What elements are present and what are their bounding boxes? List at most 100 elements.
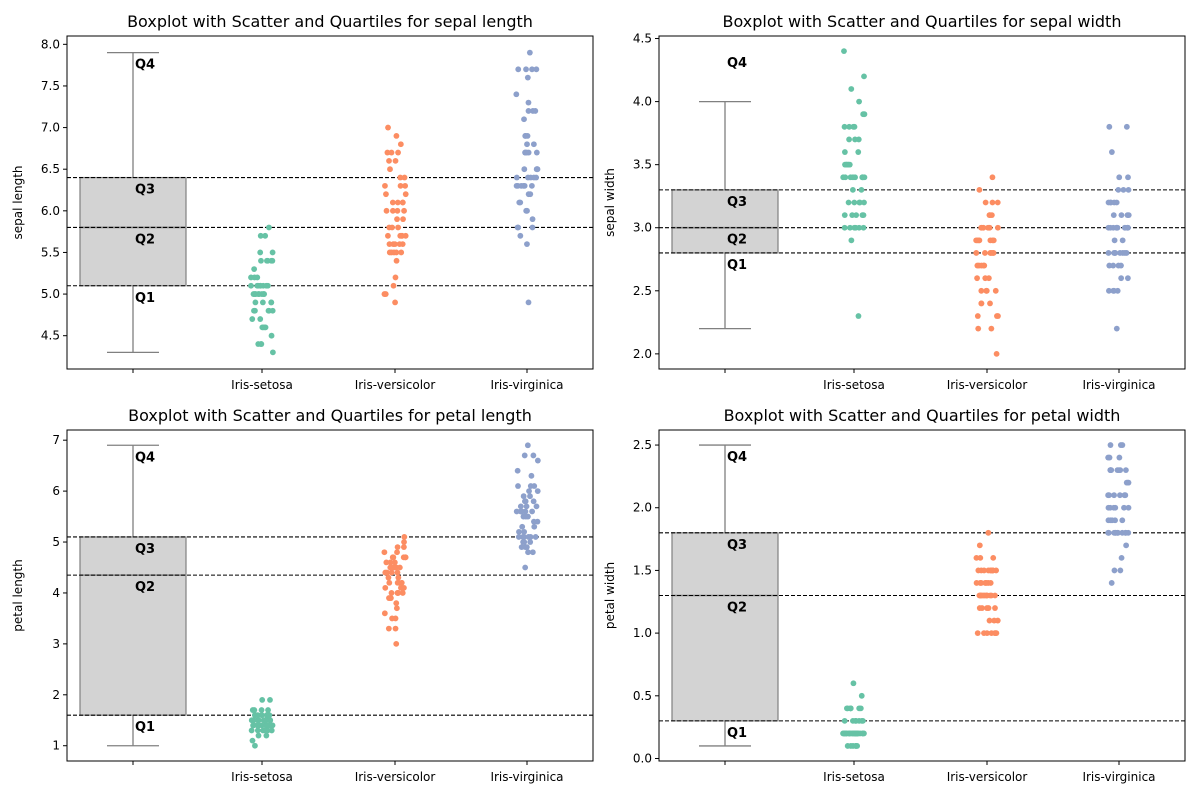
data-point [1106,287,1112,294]
data-point [1108,580,1115,586]
data-point [1118,262,1124,269]
data-point [266,224,272,231]
data-point [401,584,407,591]
data-point [847,224,853,231]
data-point [523,207,530,214]
data-point [529,216,536,223]
data-point [267,696,273,703]
data-point [847,174,854,181]
data-point [982,250,988,256]
data-point [974,313,981,319]
data-point [979,592,986,599]
data-point [855,313,862,319]
data-point [849,186,856,193]
data-point [521,452,528,459]
data-point [1112,529,1119,536]
data-point [985,567,992,574]
data-point [858,692,865,699]
data-point [401,534,408,540]
data-point [402,232,409,239]
data-point [254,282,261,289]
data-point [250,291,257,297]
data-point [521,534,527,540]
data-point [984,605,990,611]
data-point [1107,517,1114,524]
quartile-label-q2: Q2 [727,601,747,616]
data-point [975,567,982,574]
data-point [386,241,393,248]
data-point [530,498,537,505]
data-point [841,717,848,724]
chart-panel-sepal-length: Boxplot with Scatter and Quartiles for s… [11,12,594,392]
data-point [988,325,995,332]
data-point [523,66,529,73]
data-point [259,324,266,331]
data-point [995,313,1001,319]
data-point [1113,325,1120,332]
x-tick-label: Iris-versicolor [355,770,436,784]
data-point [251,307,257,314]
data-point [395,579,402,586]
data-point [1111,237,1118,244]
data-point [398,249,405,256]
data-point [1119,237,1126,244]
plot-frame [66,35,594,370]
data-point [985,224,991,231]
data-point [390,282,397,289]
y-tick-label: 0.0 [633,751,652,765]
data-point [396,564,403,571]
data-point [518,544,525,551]
data-point [852,730,859,737]
data-point [397,174,404,181]
y-tick-label: 5 [52,535,60,549]
data-point [402,182,409,189]
chart-panel-petal-length: Boxplot with Scatter and Quartiles for p… [11,406,594,784]
data-point [841,224,848,231]
data-point [267,717,274,724]
data-point [393,249,400,256]
data-point [993,350,1000,357]
quartile-label-q3: Q3 [135,183,155,198]
quartile-label-q3: Q3 [727,538,747,553]
quartile-label-q1: Q1 [727,258,747,273]
data-point [973,580,980,586]
y-tick-label: 4.5 [633,32,652,46]
data-point [524,442,531,449]
data-point [1112,504,1119,511]
data-point [856,717,863,724]
data-point [1117,442,1124,448]
data-point [841,730,848,737]
data-point [851,224,858,231]
chart-panel-petal-width: Boxplot with Scatter and Quartiles for p… [603,406,1186,784]
y-tick-label: 8.0 [41,37,60,51]
data-point [388,590,395,596]
quartile-label-q2: Q2 [727,233,747,248]
data-point [992,605,998,611]
data-point [1116,174,1123,181]
y-tick-label: 3.5 [633,158,652,172]
data-point [387,166,393,173]
data-point [1118,212,1125,219]
data-point [257,316,264,322]
data-point [1121,250,1128,256]
data-point [265,307,272,314]
y-tick-label: 5.0 [41,287,60,301]
data-point [527,539,534,545]
data-point [989,174,996,181]
data-point [515,534,522,540]
data-point [857,199,863,206]
data-point [258,341,264,347]
data-point [265,707,271,713]
data-point [257,232,264,239]
y-tick-label: 1.5 [633,563,652,577]
x-tick-label: Iris-versicolor [947,770,1028,784]
data-point [848,86,855,92]
data-point [861,111,868,118]
data-point [1105,250,1112,256]
data-point [534,488,541,495]
data-point [528,182,535,189]
data-point [393,257,400,264]
data-point [383,207,390,214]
data-point [1105,529,1112,536]
data-point [517,232,524,239]
